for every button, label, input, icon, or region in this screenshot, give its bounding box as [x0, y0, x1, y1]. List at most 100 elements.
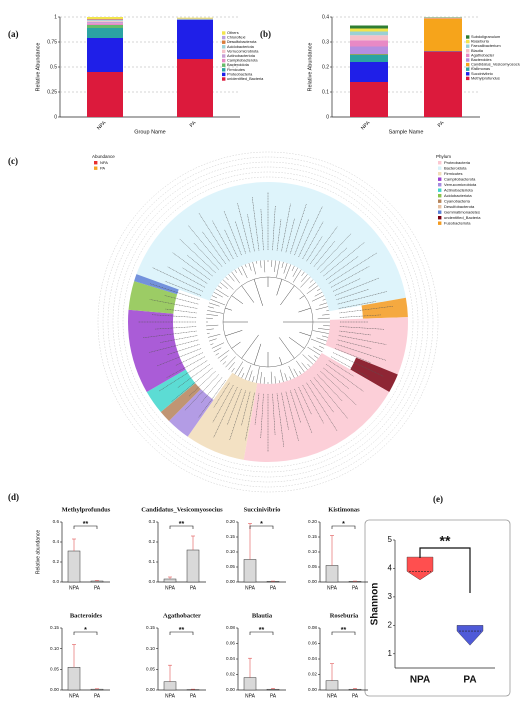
y-tick-label: 4 — [388, 564, 393, 573]
legend-label: Desulfobacterota — [444, 204, 475, 209]
phylum-sector — [160, 383, 201, 421]
legend-label: Gemmatimonadetes — [444, 209, 480, 214]
branch — [215, 353, 219, 356]
branch-arc — [227, 342, 237, 354]
leaf-label — [326, 364, 364, 392]
y-tick-label: 0.2 — [149, 539, 156, 544]
y-tick-label: 0 — [326, 114, 329, 120]
panel-label: (d) — [8, 492, 19, 502]
leaf-label — [320, 247, 348, 273]
bar-segment — [87, 23, 123, 25]
chart-title: Candidatus_Vesicomyosocius — [141, 506, 223, 513]
x-tick-label: PA — [94, 693, 101, 699]
y-tick-label: 0.10 — [226, 549, 235, 554]
bar-segment — [87, 21, 123, 24]
legend-label: Blautia — [471, 48, 484, 53]
x-tick-label: PA — [189, 120, 198, 129]
phylum-sector — [136, 182, 406, 312]
branch — [307, 363, 311, 368]
branch — [306, 285, 319, 294]
branch — [299, 295, 305, 300]
y-tick-label: 0.20 — [226, 519, 235, 524]
branch — [284, 373, 288, 382]
y-tick-label: 0.1 — [149, 559, 156, 564]
y-tick-label: 0.75 — [47, 39, 57, 45]
branch — [217, 350, 230, 359]
branch-arc — [260, 366, 276, 368]
y-tick-label: 0.00 — [226, 579, 235, 584]
leaf-label — [333, 352, 384, 377]
significance-label: ** — [179, 627, 185, 634]
branch-arc — [247, 361, 261, 367]
bar — [348, 581, 362, 583]
phylum-sector — [146, 369, 196, 412]
leaf-label — [198, 380, 226, 418]
x-tick-label: NPA — [327, 693, 338, 699]
y-axis-title: Relative abundance — [35, 530, 41, 574]
legend-label: Agathobacter — [471, 52, 495, 57]
branch — [270, 371, 273, 384]
branch — [248, 370, 253, 382]
leaf-label — [334, 348, 372, 364]
bar-segment — [350, 54, 388, 62]
branch-arc — [247, 277, 261, 283]
legend-label: Proteobacteria — [227, 71, 253, 76]
abundance-ring — [112, 166, 424, 478]
y-tick-label: 3 — [388, 592, 393, 601]
leaf-label — [330, 356, 369, 378]
violin — [456, 625, 484, 646]
phylum-sector — [361, 297, 408, 319]
branch — [237, 367, 244, 377]
y-tick-label: 0.0 — [53, 579, 60, 584]
branch — [207, 334, 221, 338]
leaf-label — [334, 277, 379, 296]
legend-swatch — [466, 35, 470, 39]
legend-swatch — [466, 67, 470, 71]
y-tick-label: 5 — [388, 535, 393, 544]
branch — [225, 330, 243, 337]
y-tick-label: 0.15 — [50, 625, 59, 630]
branch — [317, 328, 330, 330]
leaf-label — [339, 314, 381, 318]
branch — [301, 274, 308, 282]
phylum-sector — [325, 317, 408, 375]
leaf-label — [310, 226, 338, 264]
legend-label: Desulfobacterota — [227, 39, 257, 44]
legend-swatch — [466, 39, 470, 44]
leaf-label — [338, 335, 387, 345]
branch — [237, 267, 243, 276]
branch — [284, 264, 292, 280]
bar — [186, 549, 200, 583]
legend-label: Actinobacteriota — [227, 53, 256, 58]
abundance-ring — [107, 161, 429, 483]
leaf-label — [157, 348, 202, 367]
branch — [220, 355, 228, 362]
leaf-label — [182, 267, 208, 284]
bar — [325, 565, 339, 583]
leaf-label — [172, 252, 210, 280]
bar-segment — [350, 28, 388, 32]
legend-label: Bacteroides — [471, 57, 492, 62]
branch — [288, 365, 295, 379]
leaf-label — [166, 356, 206, 378]
branch — [253, 343, 262, 365]
legend-label: Roseburia — [471, 39, 490, 44]
branch — [211, 342, 225, 349]
legend-swatch — [438, 177, 442, 181]
leaf-label — [337, 339, 372, 349]
legend-swatch — [222, 31, 226, 35]
legend-label: Campilobacterota — [444, 176, 476, 181]
panel-e-frame — [364, 519, 511, 697]
leaf-label — [175, 352, 203, 366]
legend-swatch — [222, 63, 226, 67]
leaf-label — [151, 314, 197, 318]
branch — [234, 269, 237, 273]
branch — [292, 269, 302, 283]
leaf-label — [142, 330, 197, 339]
branch — [317, 288, 321, 291]
leaf-label — [333, 278, 361, 292]
legend-swatch — [222, 72, 226, 77]
legend-swatch — [466, 49, 470, 53]
branch — [252, 375, 255, 383]
legend-label: Bacteroidota — [227, 62, 250, 67]
